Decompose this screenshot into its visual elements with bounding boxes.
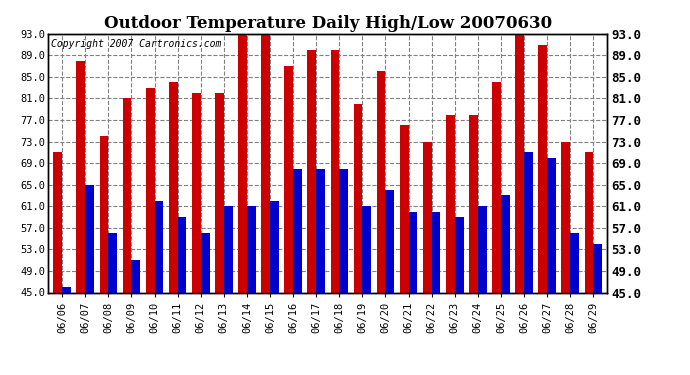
Bar (400, 125, 408, 292)
Bar (238, 34, 247, 292)
Bar (270, 201, 279, 292)
Bar (432, 211, 440, 292)
Bar (62, 287, 71, 292)
Bar (353, 104, 362, 292)
Bar (501, 195, 510, 292)
Bar (408, 211, 417, 292)
Bar (423, 142, 432, 292)
Bar (177, 217, 186, 292)
Bar (123, 99, 131, 292)
Text: Copyright 2007 Cartronics.com: Copyright 2007 Cartronics.com (51, 39, 221, 49)
Bar (53, 152, 62, 292)
Bar (570, 233, 579, 292)
Bar (446, 115, 455, 292)
Bar (131, 260, 140, 292)
Bar (86, 185, 94, 292)
Bar (478, 206, 486, 292)
Bar (593, 244, 602, 292)
Bar (316, 168, 325, 292)
Bar (331, 50, 339, 292)
Bar (77, 61, 86, 292)
Bar (386, 190, 394, 292)
Bar (339, 168, 348, 292)
Bar (455, 217, 464, 292)
Bar (169, 82, 177, 292)
Bar (377, 72, 386, 292)
Bar (515, 34, 524, 292)
Title: Outdoor Temperature Daily High/Low 20070630: Outdoor Temperature Daily High/Low 20070… (104, 15, 552, 32)
Bar (584, 152, 593, 292)
Bar (192, 93, 201, 292)
Bar (362, 206, 371, 292)
Bar (538, 45, 547, 292)
Bar (146, 88, 155, 292)
Bar (547, 158, 556, 292)
Bar (224, 206, 233, 292)
Bar (99, 136, 108, 292)
Bar (262, 34, 270, 292)
Bar (293, 168, 302, 292)
Bar (284, 66, 293, 292)
Bar (215, 93, 224, 292)
Bar (201, 233, 210, 292)
Bar (469, 115, 478, 292)
Bar (308, 50, 316, 292)
Bar (562, 142, 570, 292)
Bar (492, 82, 501, 292)
Bar (247, 206, 256, 292)
Bar (524, 152, 533, 292)
Bar (108, 233, 117, 292)
Bar (155, 201, 164, 292)
